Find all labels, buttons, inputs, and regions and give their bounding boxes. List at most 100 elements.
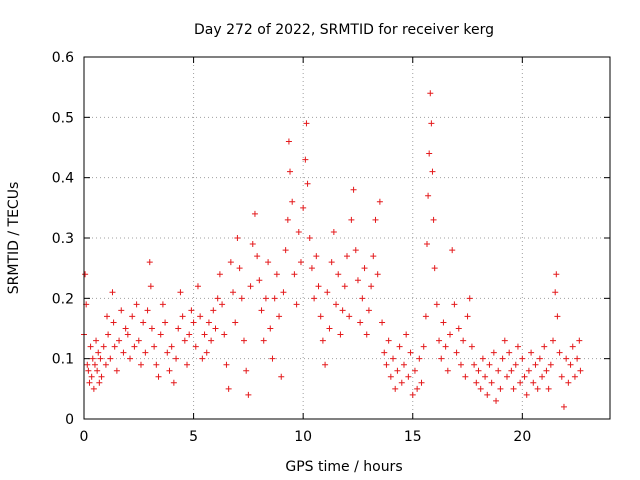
data-point xyxy=(300,204,307,211)
data-point xyxy=(350,186,357,193)
data-point xyxy=(85,367,92,374)
data-point xyxy=(558,373,565,380)
data-point xyxy=(256,277,263,284)
data-point xyxy=(550,337,557,344)
data-point xyxy=(95,349,102,356)
data-point xyxy=(86,379,93,386)
data-point xyxy=(539,373,546,380)
data-point xyxy=(354,277,361,284)
data-point xyxy=(571,373,578,380)
data-point xyxy=(98,373,105,380)
data-point xyxy=(84,361,91,368)
data-point xyxy=(405,373,412,380)
data-point xyxy=(203,349,210,356)
data-point xyxy=(129,313,136,320)
data-point xyxy=(326,325,333,332)
data-point xyxy=(192,343,199,350)
data-point xyxy=(337,331,344,338)
data-point xyxy=(392,385,399,392)
data-point xyxy=(146,259,153,266)
data-point xyxy=(560,403,567,410)
data-point xyxy=(148,325,155,332)
data-point xyxy=(164,349,171,356)
data-point xyxy=(110,319,117,326)
data-point xyxy=(447,331,454,338)
data-point xyxy=(179,313,186,320)
grid-lines xyxy=(84,57,610,419)
data-point xyxy=(308,265,315,272)
data-point xyxy=(433,301,440,308)
data-point xyxy=(184,361,191,368)
data-point xyxy=(221,331,228,338)
data-point xyxy=(376,198,383,205)
data-point xyxy=(254,253,261,260)
data-point xyxy=(284,216,291,223)
data-point xyxy=(282,247,289,254)
data-point xyxy=(333,301,340,308)
data-point xyxy=(372,216,379,223)
data-point xyxy=(214,295,221,302)
data-point xyxy=(168,343,175,350)
data-point xyxy=(127,355,134,362)
data-point xyxy=(271,295,278,302)
data-point xyxy=(370,253,377,260)
data-point xyxy=(503,373,510,380)
data-point xyxy=(486,361,493,368)
y-tick-label: 0.2 xyxy=(52,291,74,307)
data-point xyxy=(361,265,368,272)
data-point xyxy=(88,373,95,380)
data-point xyxy=(144,307,151,314)
data-point xyxy=(247,283,254,290)
data-point xyxy=(262,295,269,302)
data-point xyxy=(303,120,310,127)
data-point xyxy=(574,355,581,362)
data-point xyxy=(400,361,407,368)
data-point xyxy=(510,385,517,392)
data-point xyxy=(223,361,230,368)
data-point xyxy=(82,271,89,278)
data-point xyxy=(142,349,149,356)
data-point xyxy=(265,259,272,266)
data-point xyxy=(297,259,304,266)
x-tick-label: 20 xyxy=(513,429,531,445)
data-point xyxy=(137,361,144,368)
data-point xyxy=(545,385,552,392)
data-point xyxy=(534,385,541,392)
data-point xyxy=(105,331,112,338)
data-point xyxy=(484,391,491,398)
data-point xyxy=(234,235,241,241)
data-point xyxy=(436,337,443,344)
data-point xyxy=(468,343,475,350)
x-tick-label: 15 xyxy=(404,429,422,445)
data-point xyxy=(359,295,366,302)
data-point xyxy=(429,168,436,175)
data-point xyxy=(322,361,329,368)
data-point xyxy=(525,367,532,374)
data-point xyxy=(577,367,584,374)
data-point xyxy=(427,90,434,97)
data-point xyxy=(547,361,554,368)
data-point xyxy=(133,301,140,308)
data-point xyxy=(381,349,388,356)
x-tick-label: 5 xyxy=(189,429,198,445)
data-point xyxy=(87,343,94,350)
data-point xyxy=(194,283,201,290)
data-point xyxy=(295,228,302,235)
data-point xyxy=(111,343,118,350)
data-point xyxy=(306,235,313,241)
data-point xyxy=(291,271,298,278)
data-point xyxy=(230,289,237,296)
x-tick-label: 0 xyxy=(80,429,89,445)
data-point xyxy=(122,325,129,332)
data-point xyxy=(462,373,469,380)
data-point xyxy=(131,343,138,350)
y-tick-label: 0.5 xyxy=(52,110,74,126)
data-point xyxy=(519,355,526,362)
data-point xyxy=(556,349,563,356)
data-point xyxy=(420,343,427,350)
data-point xyxy=(313,253,320,260)
data-point xyxy=(457,361,464,368)
data-point xyxy=(357,319,364,326)
data-point xyxy=(89,355,96,362)
